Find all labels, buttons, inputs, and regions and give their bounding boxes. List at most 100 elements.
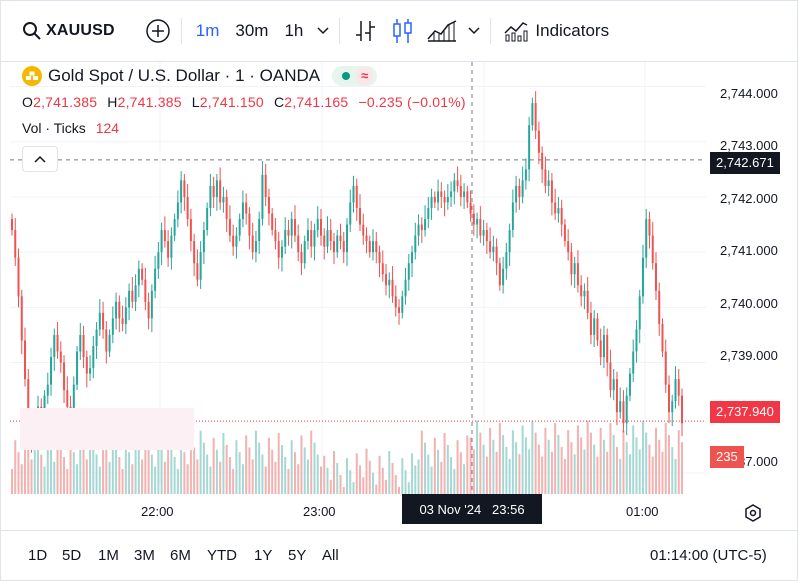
volume-bar xyxy=(560,447,563,494)
volume-bar xyxy=(502,435,505,494)
settings-icon[interactable] xyxy=(744,504,762,527)
volume-bar xyxy=(524,437,527,494)
volume-bar xyxy=(476,420,479,494)
candle-body xyxy=(576,263,579,286)
volume-bar xyxy=(56,433,59,494)
candle-body xyxy=(612,379,615,391)
volume-bar xyxy=(398,487,401,494)
volume-bar xyxy=(463,464,466,494)
candle-body xyxy=(472,213,475,225)
price-tick: 2,744.000 xyxy=(720,86,778,101)
volume-bar xyxy=(430,466,433,494)
volume-bar xyxy=(417,459,420,494)
volume-bar xyxy=(212,437,215,494)
candle-body xyxy=(394,296,397,308)
candle-body xyxy=(622,401,625,424)
volume-bar xyxy=(258,442,261,494)
clock-timezone[interactable]: 01:14:00 (UTC-5) xyxy=(650,547,767,564)
candle-body xyxy=(417,224,420,236)
volume-bar xyxy=(167,433,170,494)
candle-body xyxy=(267,196,270,214)
volume-bar xyxy=(173,457,176,494)
symbol-search[interactable]: XAUUSD xyxy=(22,11,115,51)
interval-1h[interactable]: 1h xyxy=(284,21,304,40)
area-chart-icon[interactable] xyxy=(426,11,458,51)
range-1y[interactable]: 1Y xyxy=(254,547,273,564)
legend-overlay xyxy=(20,408,194,450)
volume-bar xyxy=(232,469,235,494)
candle-body xyxy=(287,230,290,236)
volume-bar xyxy=(248,447,251,494)
candle-body xyxy=(674,379,677,402)
volume-bar xyxy=(27,447,30,494)
market-status[interactable]: ≈ xyxy=(332,66,378,86)
volume-bar xyxy=(241,464,244,494)
candle-body xyxy=(339,235,342,242)
range-1d[interactable]: 1D xyxy=(28,547,48,564)
volume-bar xyxy=(651,456,654,494)
volume-bar xyxy=(667,435,670,494)
volume-bar xyxy=(24,435,27,494)
candle-body xyxy=(76,351,79,385)
candle-body xyxy=(199,252,202,280)
volume-bar xyxy=(489,427,492,494)
candle-body xyxy=(573,263,576,275)
candle-body xyxy=(440,191,443,197)
indicators-label: Indicators xyxy=(535,21,610,40)
range-ytd[interactable]: YTD xyxy=(207,547,237,564)
range-6m[interactable]: 6M xyxy=(170,547,191,564)
range-all[interactable]: All xyxy=(322,547,339,564)
range-3m[interactable]: 3M xyxy=(134,547,155,564)
volume-bar xyxy=(209,466,212,494)
candle-body xyxy=(336,235,339,253)
range-1m[interactable]: 1M xyxy=(98,547,119,564)
candle-body xyxy=(368,241,371,253)
volume-bar xyxy=(306,459,309,494)
volume-bar xyxy=(339,475,342,494)
volume-bar xyxy=(414,465,417,494)
volume-bar xyxy=(53,461,56,494)
candle-body xyxy=(459,185,462,197)
candle-body xyxy=(300,252,303,264)
volume-bar xyxy=(515,442,518,494)
volume-bar xyxy=(17,452,20,494)
candles-icon[interactable] xyxy=(392,11,414,51)
interval-30m[interactable]: 30m xyxy=(235,21,269,40)
volume-bar xyxy=(619,459,622,494)
candle-body xyxy=(219,180,222,203)
volume-bar xyxy=(183,452,186,494)
symbol-name: XAUUSD xyxy=(46,22,115,39)
candle-body xyxy=(128,290,131,308)
candle-body xyxy=(108,334,111,352)
bar-chart-icon[interactable] xyxy=(354,11,376,51)
interval-1m[interactable]: 1m xyxy=(195,21,220,40)
candle-body xyxy=(352,185,355,203)
chevron-down-icon[interactable] xyxy=(468,11,480,51)
candle-body xyxy=(619,401,622,413)
volume-bar xyxy=(534,432,537,494)
volume-bar xyxy=(355,453,358,494)
range-5y[interactable]: 5Y xyxy=(288,547,307,564)
compare-add-icon[interactable] xyxy=(145,11,171,51)
time-tick: 01:00 xyxy=(626,504,659,519)
range-5d[interactable]: 5D xyxy=(62,547,82,564)
volume-bar xyxy=(677,430,680,494)
candle-body xyxy=(567,241,570,253)
candle-body xyxy=(381,263,384,275)
candle-body xyxy=(89,368,92,374)
candle-body xyxy=(645,219,648,258)
indicators-button[interactable]: Indicators xyxy=(503,11,609,51)
chevron-down-icon[interactable] xyxy=(317,11,329,51)
candle-body xyxy=(180,180,183,203)
candle-body xyxy=(326,230,329,247)
candle-body xyxy=(427,208,430,220)
volume-bar xyxy=(583,449,586,494)
candle-body xyxy=(560,208,563,225)
volume-bar xyxy=(329,479,332,494)
candle-body xyxy=(638,296,641,330)
volume-bar xyxy=(72,452,75,494)
candle-body xyxy=(398,307,401,313)
collapse-legend-button[interactable] xyxy=(22,146,58,172)
volume-bar xyxy=(492,439,495,494)
